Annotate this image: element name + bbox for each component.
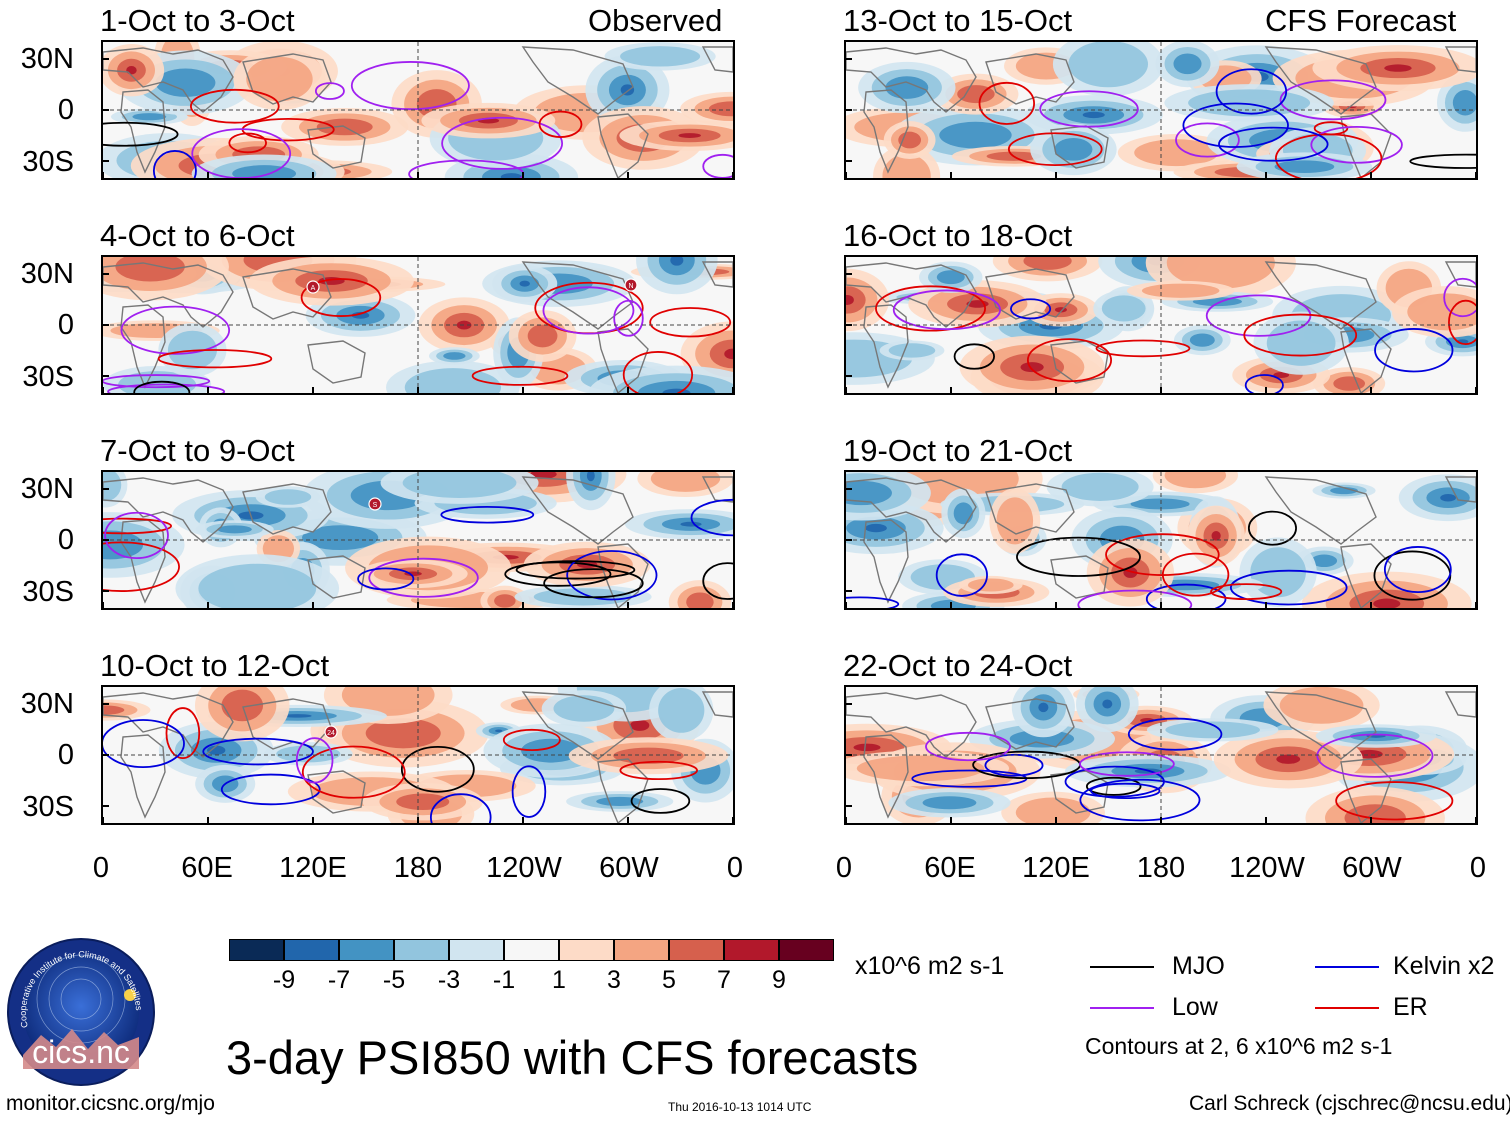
map-panel-obs-1	[101, 40, 735, 180]
legend-line-mjo	[1090, 966, 1154, 968]
colorbar-units: x10^6 m2 s-1	[855, 952, 1005, 980]
lon-label: 120W	[486, 852, 562, 884]
timestamp: Thu 2016-10-13 1014 UTC	[668, 1100, 812, 1114]
panel-map-svg: 24	[103, 687, 733, 823]
lat-label: 30S	[22, 791, 74, 823]
credit: Carl Schreck (cjschrec@ncsu.edu)	[1189, 1092, 1510, 1115]
colorbar-swatch	[504, 939, 559, 961]
panel-title: 7-Oct to 9-Oct	[100, 433, 295, 468]
lon-label: 120E	[279, 852, 347, 884]
lon-label: 180	[393, 852, 443, 884]
panel-title: 4-Oct to 6-Oct	[100, 218, 295, 253]
colorbar-swatch	[779, 939, 834, 961]
storm-marker-label: 24	[327, 730, 335, 737]
storm-marker-icon: 24	[324, 725, 338, 739]
colorbar-label: 3	[607, 966, 621, 994]
colorbar-label: -3	[437, 966, 461, 994]
legend-line-low	[1090, 1007, 1154, 1009]
panel-title: 19-Oct to 21-Oct	[843, 433, 1073, 468]
lat-label: 30S	[22, 576, 74, 608]
lon-label: 180	[1136, 852, 1186, 884]
colorbar-label: 7	[717, 966, 731, 994]
lon-label: 60W	[1342, 852, 1402, 884]
storm-marker-label: N	[628, 283, 633, 290]
lat-label: 30S	[22, 361, 74, 393]
panel-map-svg	[846, 257, 1476, 393]
logo-text: cics.nc	[32, 1034, 130, 1070]
panel-map-svg: S	[103, 472, 733, 608]
colorbar-label: -9	[272, 966, 296, 994]
lon-label: 0	[1469, 852, 1487, 884]
map-panel-fcst-1	[844, 40, 1478, 180]
panel-title: 1-Oct to 3-Oct	[100, 3, 295, 38]
colorbar-label: 5	[662, 966, 676, 994]
colorbar-swatch	[339, 939, 394, 961]
colorbar-label: 1	[552, 966, 566, 994]
panel-tag-observed: Observed	[588, 3, 723, 38]
storm-marker-label: A	[311, 285, 316, 292]
map-panel-obs-3: S	[101, 470, 735, 610]
legend-label-mjo: MJO	[1172, 952, 1225, 980]
lon-label: 60E	[181, 852, 233, 884]
colorbar-swatch	[724, 939, 779, 961]
legend-label-er: ER	[1393, 993, 1428, 1021]
lat-label: 0	[57, 739, 74, 771]
main-title: 3-day PSI850 with CFS forecasts	[226, 1031, 919, 1084]
lat-label: 0	[57, 94, 74, 126]
panel-title: 13-Oct to 15-Oct	[843, 3, 1073, 38]
lat-label: 0	[57, 524, 74, 556]
storm-marker-icon: A	[306, 280, 320, 294]
panel-map-svg	[103, 42, 733, 178]
source-url[interactable]: monitor.cicsnc.org/mjo	[6, 1092, 215, 1115]
lon-label: 120W	[1229, 852, 1305, 884]
panel-map-svg	[846, 42, 1476, 178]
lon-label: 0	[726, 852, 744, 884]
colorbar-swatch	[449, 939, 504, 961]
lat-label: 30N	[20, 688, 74, 720]
colorbar-label: -5	[382, 966, 406, 994]
colorbar-swatch	[394, 939, 449, 961]
map-panel-fcst-4	[844, 685, 1478, 825]
panel-map-svg	[846, 687, 1476, 823]
map-panel-fcst-3	[844, 470, 1478, 610]
lon-label: 120E	[1022, 852, 1090, 884]
lon-label: 0	[92, 852, 110, 884]
map-panel-fcst-2	[844, 255, 1478, 395]
colorbar-swatch	[614, 939, 669, 961]
colorbar-swatch	[669, 939, 724, 961]
legend-label-low: Low	[1172, 993, 1218, 1021]
colorbar-swatch	[229, 939, 284, 961]
legend-line-er	[1315, 1007, 1379, 1009]
colorbar-label: -1	[492, 966, 516, 994]
colorbar-label: 9	[772, 966, 786, 994]
lat-label: 0	[57, 309, 74, 341]
panel-tag-forecast: CFS Forecast	[1265, 3, 1457, 38]
legend-label-kelvin: Kelvin x2	[1393, 952, 1495, 980]
cics-logo: Cooperative Institute for Climate and Sa…	[6, 937, 156, 1087]
storm-marker-icon: S	[368, 497, 382, 511]
lon-label: 60E	[924, 852, 976, 884]
panel-title: 10-Oct to 12-Oct	[100, 648, 330, 683]
lon-label: 60W	[599, 852, 659, 884]
lat-label: 30S	[22, 146, 74, 178]
logo-globe-icon: Cooperative Institute for Climate and Sa…	[7, 938, 155, 1086]
colorbar-swatch	[284, 939, 339, 961]
lat-label: 30N	[20, 473, 74, 505]
colorbar-label: -7	[327, 966, 351, 994]
map-panel-obs-4: 24	[101, 685, 735, 825]
storm-marker-label: S	[373, 502, 378, 509]
panel-title: 22-Oct to 24-Oct	[843, 648, 1073, 683]
lat-label: 30N	[20, 43, 74, 75]
colorbar-swatch	[559, 939, 614, 961]
legend-note: Contours at 2, 6 x10^6 m2 s-1	[1085, 1033, 1393, 1059]
panel-map-svg	[846, 472, 1476, 608]
panel-title: 16-Oct to 18-Oct	[843, 218, 1073, 253]
legend-line-kelvin	[1315, 966, 1379, 968]
lon-label: 0	[835, 852, 853, 884]
storm-marker-icon: N	[624, 278, 638, 292]
lat-label: 30N	[20, 258, 74, 290]
